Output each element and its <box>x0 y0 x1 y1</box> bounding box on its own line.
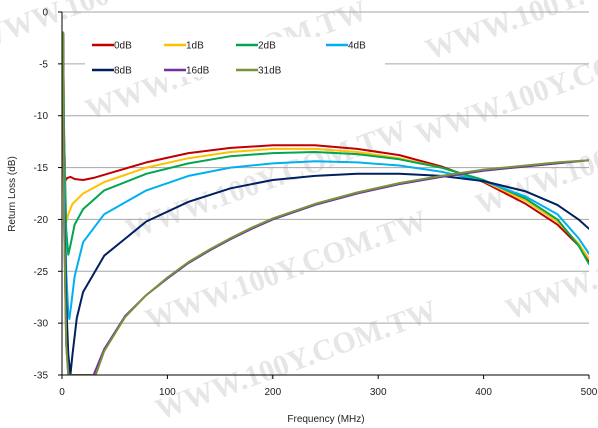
legend-label: 8dB <box>114 66 132 77</box>
x-axis-title: Frequency (MHz) <box>287 414 364 425</box>
y-tick-label: -25 <box>34 267 49 278</box>
legend-mask <box>85 37 385 77</box>
series-line-8dB <box>62 31 589 375</box>
y-tick-label: -30 <box>34 319 49 330</box>
series-line-0dB <box>62 31 589 262</box>
series-line-4dB <box>62 31 589 320</box>
legend-label: 2dB <box>258 41 276 52</box>
legend-label: 4dB <box>348 41 366 52</box>
legend-item-2dB: 2dB <box>236 41 276 52</box>
legend-item-4dB: 4dB <box>326 41 366 52</box>
legend: 0dB 1dB 2dB 4dB 8dB 16dB 31dB <box>92 41 366 77</box>
x-tick-label: 100 <box>159 387 176 398</box>
legend-item-31dB: 31dB <box>236 66 282 77</box>
y-tick-label: -10 <box>34 111 49 122</box>
legend-label: 31dB <box>258 66 282 77</box>
series-layer <box>62 31 589 375</box>
y-tick-label: -5 <box>39 59 48 70</box>
y-tick-label: -35 <box>34 371 49 382</box>
legend-label: 0dB <box>114 41 132 52</box>
x-tick-label: 500 <box>581 387 598 398</box>
legend-background <box>85 37 385 77</box>
y-axis-title: Return Loss (dB) <box>7 156 18 232</box>
axes: 0 -5 -10 -15 -20 -25 -30 -35 0 100 200 300 400 500 <box>34 8 598 399</box>
x-tick-label: 400 <box>475 387 492 398</box>
x-tick-label: 200 <box>264 387 281 398</box>
x-tick-label: 300 <box>370 387 387 398</box>
legend-item-1dB: 1dB <box>164 41 204 52</box>
x-tick-label: 0 <box>59 387 65 398</box>
legend-item-8dB: 8dB <box>92 66 132 77</box>
legend-item-16dB: 16dB <box>164 66 210 77</box>
series-line-31dB <box>62 31 589 375</box>
legend-label: 1dB <box>186 41 204 52</box>
legend-item-0dB: 0dB <box>92 41 132 52</box>
y-tick-label: -20 <box>34 215 49 226</box>
y-tick-label: -15 <box>34 163 49 174</box>
series-line-1dB <box>62 31 589 260</box>
legend-label: 16dB <box>186 66 210 77</box>
y-tick-label: 0 <box>42 8 48 19</box>
